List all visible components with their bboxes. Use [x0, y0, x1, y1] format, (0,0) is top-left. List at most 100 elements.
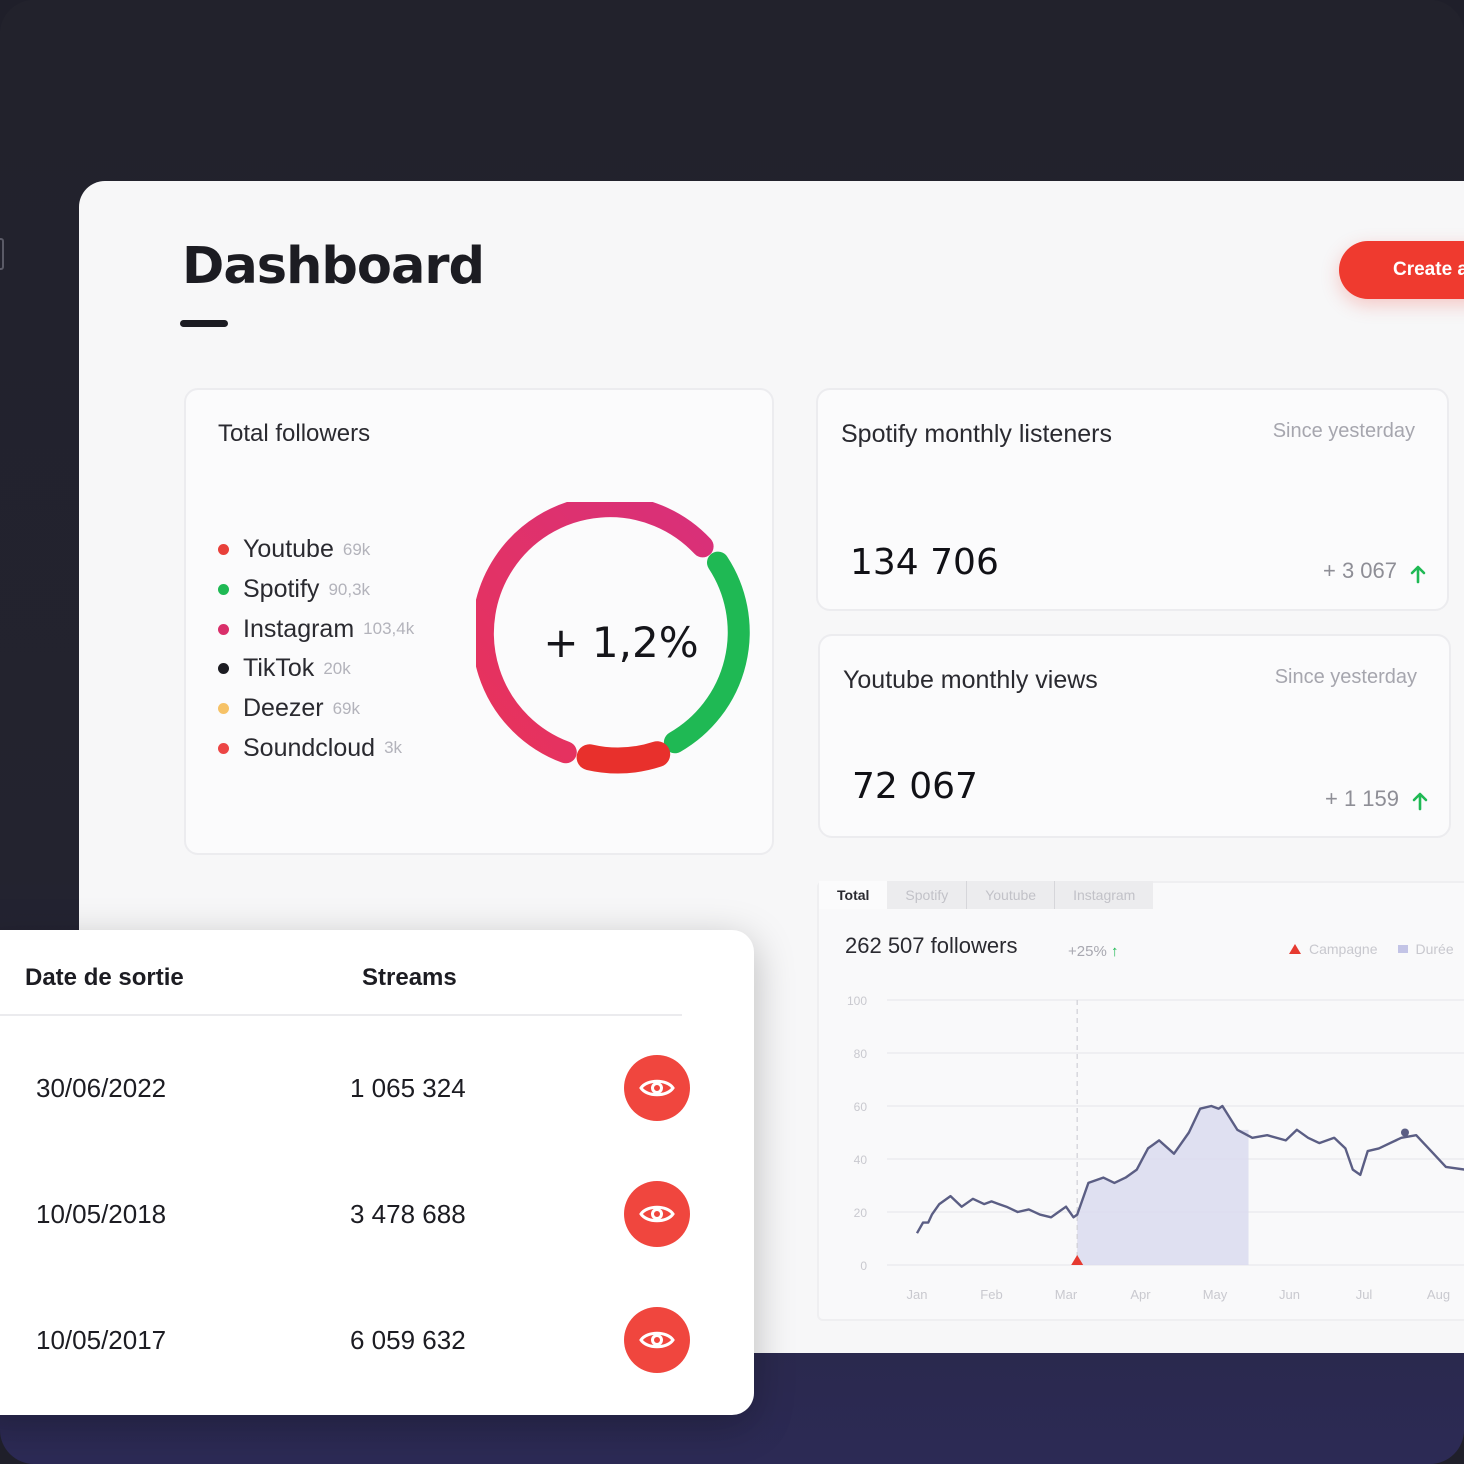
legend-name: Instagram	[243, 614, 355, 643]
chart-point-marker	[1400, 1128, 1409, 1137]
chart-legend: Campagne Durée	[1289, 941, 1454, 957]
spotify-since: Since yesterday	[1272, 420, 1415, 442]
legend-name: Deezer	[243, 694, 324, 723]
youtube-views-card: Youtube monthly views Since yesterday 72…	[818, 634, 1451, 838]
spotify-card-title: Spotify monthly listeners	[841, 420, 1112, 448]
title-underline	[180, 320, 228, 327]
x-tick-label: Jan	[907, 1287, 928, 1302]
legend-item-instagram: Instagram 103,4k	[218, 609, 414, 649]
table-row: 30/06/2022 1 065 324	[0, 1055, 754, 1181]
followers-chart-panel: 0 20 40 60 80 100 Jan Feb Mar Apr May Jun Jul Aug Tot…	[817, 881, 1464, 1321]
edge-handle	[0, 238, 4, 270]
donut-center-value: + 1,2%	[543, 618, 699, 667]
eye-icon	[639, 1331, 675, 1349]
row-date: 10/05/2018	[36, 1199, 167, 1229]
legend-value: 90,3k	[328, 579, 371, 599]
eye-icon	[639, 1079, 675, 1097]
column-header-streams: Streams	[362, 964, 457, 991]
legend-name: Soundcloud	[243, 733, 376, 762]
y-tick-label: 40	[854, 1153, 868, 1167]
followers-donut	[476, 502, 750, 774]
donut-segment-instagram	[476, 502, 714, 764]
followers-line-chart: 0 20 40 60 80 100 Jan Feb Mar Apr May Jun Jul Aug	[847, 994, 1464, 1302]
x-tick-label: Mar	[1055, 1287, 1078, 1302]
table-row: 10/05/2018 3 478 688	[0, 1181, 754, 1307]
legend-item-deezer: Deezer 69k	[218, 689, 414, 729]
legend-item-tiktok: TikTok 20k	[218, 649, 414, 689]
y-tick-label: 80	[854, 1047, 868, 1061]
dot-icon	[218, 544, 229, 556]
square-icon	[1397, 945, 1408, 953]
spotify-delta: + 3 067	[1322, 558, 1397, 583]
legend-value: 3k	[384, 738, 403, 758]
row-streams: 3 478 688	[350, 1199, 466, 1229]
column-header-date: Date de sortie	[25, 964, 184, 991]
tab-total[interactable]: Total	[819, 881, 888, 909]
row-streams: 6 059 632	[350, 1325, 466, 1355]
create-button[interactable]: Create a	[1339, 241, 1464, 299]
chart-tabs: Total Spotify Youtube Instagram	[819, 881, 1154, 909]
chart-highlight-area	[1077, 1106, 1249, 1265]
dot-icon	[218, 663, 229, 675]
view-button[interactable]	[624, 1181, 690, 1247]
chart-series-line	[915, 1104, 1464, 1234]
legend-item-soundcloud: Soundcloud 3k	[218, 728, 414, 768]
legend-name: Youtube	[243, 535, 334, 564]
tab-youtube[interactable]: Youtube	[966, 881, 1055, 909]
legend-item-spotify: Spotify 90,3k	[218, 570, 414, 610]
view-button[interactable]	[624, 1307, 690, 1373]
legend-value: 103,4k	[363, 619, 415, 639]
y-tick-label: 100	[847, 994, 867, 1008]
dot-icon	[218, 703, 229, 715]
chart-followers-total: 262 507 followers	[845, 933, 1018, 958]
table-row: 10/05/2017 6 059 632	[0, 1307, 754, 1433]
donut-segment-youtube	[576, 741, 671, 774]
legend-duree: Durée	[1415, 941, 1454, 957]
triangle-icon	[1289, 944, 1301, 954]
x-tick-label: Jul	[1356, 1287, 1373, 1302]
donut-segment-spotify	[663, 551, 750, 754]
x-tick-label: Apr	[1130, 1287, 1151, 1302]
legend-value: 20k	[323, 658, 351, 678]
youtube-since: Since yesterday	[1274, 666, 1417, 688]
tab-spotify[interactable]: Spotify	[887, 881, 967, 909]
followers-legend: Youtube 69k Spotify 90,3k Instagram 103,4k …	[218, 530, 414, 768]
row-streams: 1 065 324	[350, 1073, 466, 1103]
youtube-delta: + 1 159	[1324, 786, 1399, 811]
x-tick-label: Jun	[1279, 1287, 1300, 1302]
youtube-value: 72 067	[852, 766, 978, 807]
legend-value: 69k	[342, 539, 371, 559]
dot-icon	[218, 584, 229, 596]
releases-table: Date de sortie Streams 30/06/2022 1 065 …	[0, 930, 754, 1415]
x-tick-label: Feb	[980, 1287, 1002, 1302]
y-tick-label: 60	[854, 1100, 868, 1114]
youtube-card-title: Youtube monthly views	[843, 666, 1098, 694]
view-button[interactable]	[624, 1055, 690, 1121]
arrow-up-icon	[1412, 792, 1428, 811]
page-title: Dashboard	[182, 237, 485, 296]
tab-instagram[interactable]: Instagram	[1054, 881, 1154, 909]
followers-card-title: Total followers	[218, 420, 371, 447]
y-tick-label: 0	[860, 1259, 867, 1273]
campaign-marker	[1071, 1255, 1084, 1265]
table-divider	[0, 1014, 682, 1016]
legend-item-youtube: Youtube 69k	[218, 530, 414, 570]
legend-campagne: Campagne	[1309, 941, 1378, 957]
spotify-listeners-card: Spotify monthly listeners Since yesterda…	[816, 388, 1449, 611]
x-tick-label: May	[1203, 1287, 1228, 1302]
dot-icon	[218, 742, 229, 754]
y-tick-label: 20	[854, 1206, 868, 1220]
x-tick-label: Aug	[1427, 1287, 1450, 1302]
chart-growth: +25% ↑	[1068, 943, 1118, 960]
dot-icon	[218, 623, 229, 635]
row-date: 10/05/2017	[36, 1325, 167, 1355]
arrow-up-icon	[1410, 565, 1426, 584]
legend-value: 69k	[332, 698, 361, 718]
legend-name: Spotify	[243, 575, 320, 604]
eye-icon	[639, 1205, 675, 1223]
legend-name: TikTok	[243, 654, 315, 683]
arrow-up-icon: ↑	[1110, 943, 1119, 960]
row-date: 30/06/2022	[36, 1073, 167, 1103]
spotify-value: 134 706	[850, 542, 999, 583]
